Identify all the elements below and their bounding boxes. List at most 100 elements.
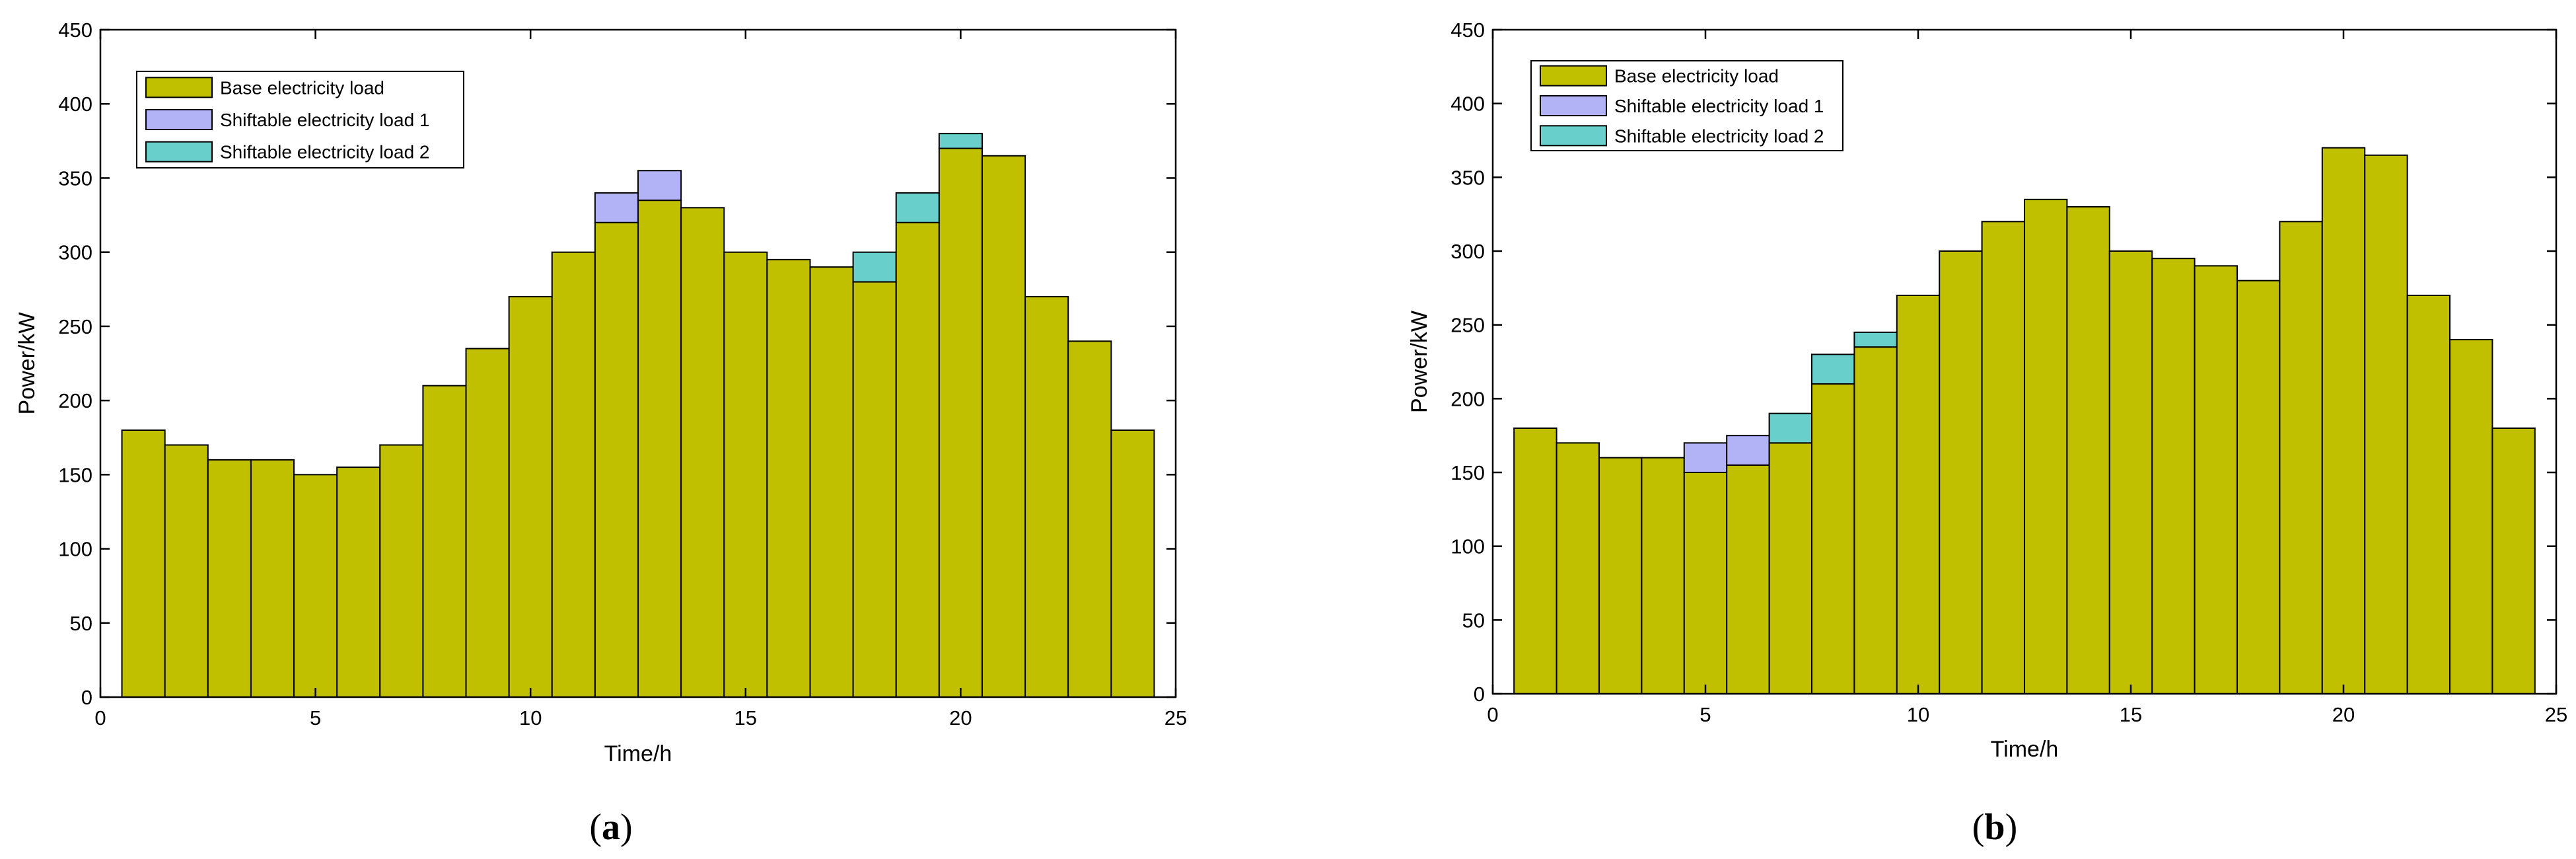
bar-shift1-hour-12: [594, 192, 639, 223]
bar-base-hour-3: [1598, 457, 1643, 695]
x-tick-label: 25: [2545, 703, 2567, 726]
chart-panel-b: 0 5 10 15 20 25050100150200250300350400450Tim…: [1407, 19, 2567, 848]
bar-base-hour-13: [637, 200, 682, 698]
y-tick-label: 0: [81, 686, 92, 709]
y-tick-label: 350: [58, 167, 92, 190]
y-tick-label: 450: [58, 19, 92, 42]
bar-base-hour-24: [2491, 428, 2536, 694]
bar-base-hour-19: [2279, 221, 2323, 695]
legend-label-base: Base electricity load: [1614, 66, 1779, 87]
y-tick-label: 400: [58, 93, 92, 116]
panel-caption: (a): [589, 807, 632, 848]
y-tick-label: 250: [1450, 314, 1485, 337]
x-axis-label: Time/h: [604, 741, 672, 766]
bar-shift2-hour-18: [852, 251, 897, 283]
bar-shift2-hour-7: [1768, 412, 1813, 444]
bar-base-hour-6: [1726, 464, 1770, 694]
bar-shift1-hour-5: [1683, 442, 1728, 473]
bar-base-hour-20: [938, 147, 983, 698]
bar-base-hour-7: [379, 444, 424, 698]
x-tick-label: 15: [734, 706, 757, 729]
bar-base-hour-8: [1811, 383, 1855, 694]
bar-base-hour-16: [766, 258, 811, 698]
bar-base-hour-11: [551, 251, 596, 698]
x-tick-label: 0: [1487, 703, 1498, 726]
caption-open: (: [1972, 807, 1985, 848]
legend: Base electricity load Shiftable electrici…: [1530, 60, 1843, 151]
legend-label-base: Base electricity load: [220, 77, 384, 98]
bar-base-hour-1: [1513, 428, 1557, 694]
bar-base-hour-22: [2406, 295, 2451, 694]
bar-base-hour-17: [809, 266, 854, 698]
bar-shift1-hour-6: [1726, 435, 1770, 466]
bar-base-hour-7: [1768, 442, 1813, 694]
x-tick-label: 25: [1164, 706, 1187, 729]
x-tick-label: 0: [94, 706, 106, 729]
x-tick-label: 5: [310, 706, 321, 729]
bar-base-hour-23: [2449, 339, 2493, 694]
legend-swatch-shift2: [145, 141, 213, 163]
y-tick-label: 150: [1450, 461, 1485, 484]
legend-swatch-shift1: [145, 109, 213, 130]
caption-close: ): [2005, 807, 2018, 848]
bar-base-hour-3: [207, 459, 252, 698]
bar-base-hour-6: [336, 467, 381, 698]
legend-label-shift2: Shiftable electricity load 2: [220, 142, 430, 163]
legend-swatch-base: [145, 77, 213, 98]
bar-base-hour-21: [981, 155, 1026, 698]
bar-base-hour-2: [164, 444, 209, 698]
caption-open: (: [589, 807, 602, 848]
y-tick-label: 200: [58, 389, 92, 412]
bar-base-hour-15: [2108, 250, 2153, 694]
legend-swatch-base: [1540, 65, 1607, 87]
legend: Base electricity load Shiftable electrici…: [136, 71, 464, 168]
y-tick-label: 400: [1450, 93, 1485, 116]
bar-base-hour-9: [465, 348, 510, 698]
y-axis-label: Power/kW: [15, 313, 40, 415]
bar-base-hour-22: [1024, 296, 1069, 698]
y-tick-label: 250: [58, 315, 92, 338]
bar-shift2-hour-8: [1811, 354, 1855, 385]
bar-base-hour-18: [2236, 280, 2281, 694]
y-tick-label: 450: [1450, 19, 1485, 42]
bar-base-hour-4: [1641, 457, 1685, 695]
bars: [1513, 147, 2536, 695]
bar-base-hour-8: [422, 385, 467, 698]
chart-panel-a: 0 5 10 15 20 25050100150200250300350400450Tim…: [15, 19, 1187, 848]
bar-base-hour-1: [121, 430, 166, 698]
bar-base-hour-10: [508, 296, 553, 698]
y-tick-label: 100: [58, 538, 92, 561]
legend-swatch-shift2: [1540, 125, 1607, 147]
bar-shift2-hour-9: [1853, 331, 1898, 348]
bar-base-hour-21: [2364, 154, 2408, 695]
bar-base-hour-15: [723, 251, 768, 698]
axes-box: [99, 28, 1177, 698]
panel-caption: (b): [1972, 807, 2017, 848]
legend-swatch-shift1: [1540, 95, 1607, 116]
bar-base-hour-19: [895, 221, 940, 698]
bar-base-hour-5: [1683, 472, 1728, 694]
axes-box: [1491, 28, 2558, 695]
bar-base-hour-17: [2194, 265, 2238, 695]
y-tick-label: 350: [1450, 166, 1485, 189]
caption-letter: b: [1984, 807, 2005, 848]
bar-shift1-hour-13: [637, 170, 682, 202]
bar-base-hour-14: [680, 207, 725, 698]
bar-shift2-hour-20: [938, 133, 983, 149]
y-axis-label: Power/kW: [1407, 311, 1432, 413]
legend-label-shift1: Shiftable electricity load 1: [220, 110, 430, 130]
bar-base-hour-12: [594, 221, 639, 698]
bar-base-hour-18: [852, 281, 897, 698]
legend-label-shift1: Shiftable electricity load 1: [1614, 96, 1824, 116]
bar-base-hour-14: [2066, 206, 2110, 694]
x-tick-label: 10: [519, 706, 542, 729]
legend-label-shift2: Shiftable electricity load 2: [1614, 126, 1824, 146]
bar-base-hour-23: [1067, 340, 1112, 698]
bar-base-hour-2: [1556, 442, 1600, 694]
bar-base-hour-11: [1939, 250, 1983, 694]
y-tick-label: 300: [58, 241, 92, 264]
bars: [121, 133, 1155, 698]
bar-base-hour-4: [250, 459, 295, 698]
y-tick-label: 150: [58, 463, 92, 486]
